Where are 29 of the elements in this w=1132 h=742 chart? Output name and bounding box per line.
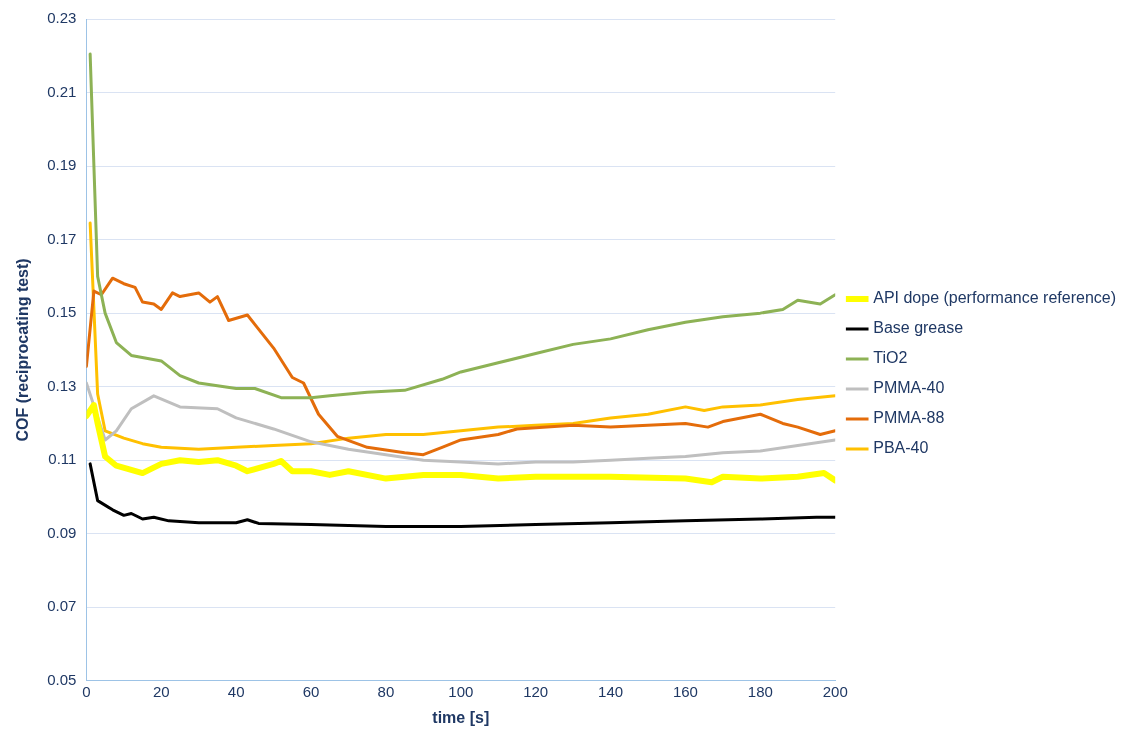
x-tick-label: 0	[82, 682, 91, 700]
x-tick-label: 40	[227, 682, 245, 700]
y-tick-label: 0.07	[47, 597, 77, 615]
y-tick-label: 0.05	[47, 670, 77, 688]
y-tick-label: 0.09	[47, 523, 77, 541]
legend-label: PBA-40	[873, 439, 929, 457]
x-tick-label: 160	[672, 682, 698, 700]
x-tick-label: 120	[523, 682, 549, 700]
y-tick-label: 0.15	[47, 303, 77, 321]
y-tick-label: 0.21	[47, 82, 77, 100]
x-tick-label: 180	[747, 682, 773, 700]
legend-label: Base grease	[873, 319, 964, 337]
x-tick-label: 100	[448, 682, 474, 700]
y-tick-label: 0.23	[47, 9, 77, 27]
x-tick-label: 140	[598, 682, 624, 700]
legend-label: PMMA-88	[873, 409, 945, 427]
x-tick-label: 80	[377, 682, 395, 700]
legend-label: PMMA-40	[873, 379, 945, 397]
y-tick-label: 0.17	[47, 229, 77, 247]
x-tick-label: 20	[152, 682, 170, 700]
y-tick-label: 0.19	[47, 156, 77, 174]
x-axis-title: time [s]	[432, 708, 490, 726]
legend-label: TiO2	[873, 349, 908, 367]
y-tick-label: 0.13	[47, 376, 77, 394]
x-tick-label: 60	[302, 682, 320, 700]
y-tick-label: 0.11	[48, 450, 77, 468]
y-axis-title: COF (reciprocating test)	[14, 258, 32, 442]
legend-label: API dope (performance reference)	[873, 289, 1117, 307]
x-tick-label: 200	[822, 682, 848, 700]
